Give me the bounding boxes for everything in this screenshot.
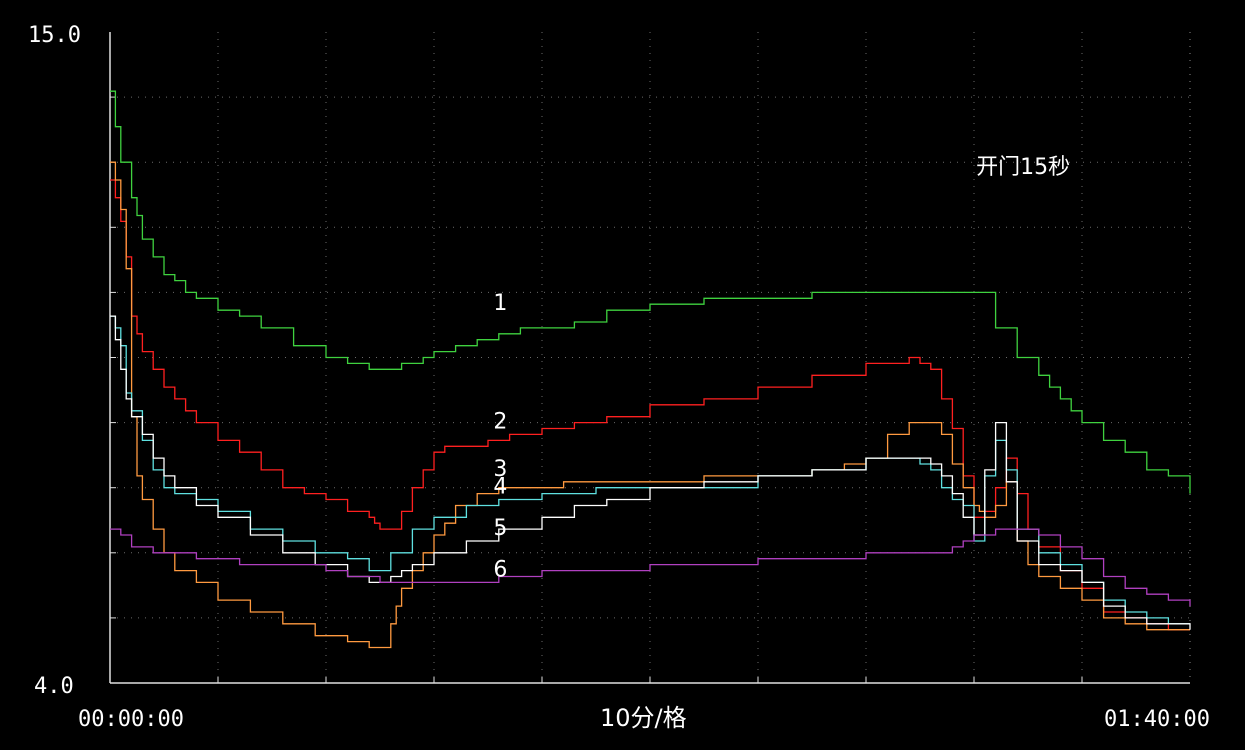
- series-group: [110, 90, 1191, 649]
- y-bottom-label: 4.0: [34, 674, 74, 699]
- series-label-6: 6: [493, 557, 507, 582]
- door-open-annotation: 开门15秒: [976, 155, 1070, 180]
- series-line-5: [110, 315, 1191, 630]
- series-label-1: 1: [493, 291, 507, 316]
- series-label-4: 4: [493, 475, 507, 500]
- series-line-6: [110, 528, 1191, 607]
- series-label-2: 2: [493, 410, 507, 435]
- y-top-label: 15.0: [28, 23, 81, 48]
- series-label-3: 3: [493, 457, 507, 482]
- series-line-1: [110, 90, 1191, 494]
- series-labels: 1 2 34 5 6: [493, 291, 507, 582]
- axes: [109, 32, 1191, 684]
- x-center-label: 10分/格: [600, 704, 687, 732]
- x-start-label: 00:00:00: [78, 707, 184, 732]
- series-label-5: 5: [493, 516, 507, 541]
- x-end-label: 01:40:00: [1104, 707, 1210, 732]
